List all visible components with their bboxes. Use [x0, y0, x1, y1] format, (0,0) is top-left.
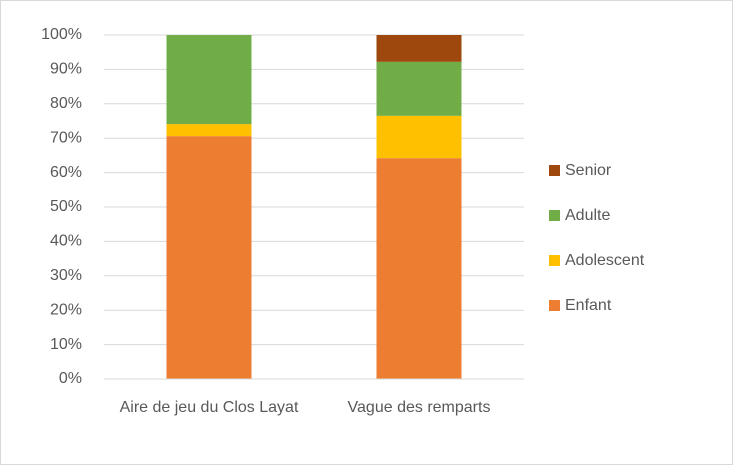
legend-swatch [549, 300, 560, 311]
legend-label: Senior [565, 162, 612, 179]
y-tick-label: 20% [50, 301, 82, 318]
legend-swatch [549, 210, 560, 221]
y-tick-label: 90% [50, 61, 82, 78]
y-tick-label: 30% [50, 267, 82, 284]
legend-label: Enfant [565, 297, 612, 314]
bar-segment [166, 136, 252, 379]
legend-swatch [549, 165, 560, 176]
y-tick-label: 80% [50, 95, 82, 112]
bar-segment [376, 115, 462, 159]
x-tick-label: Vague des remparts [347, 399, 491, 416]
y-tick-label: 0% [59, 370, 82, 387]
y-tick-label: 100% [41, 26, 82, 43]
x-tick-label: Aire de jeu du Clos Layat [119, 399, 299, 416]
legend-swatch [549, 255, 560, 266]
legend-label: Adulte [565, 207, 610, 224]
bar-segment [376, 61, 462, 116]
y-tick-label: 50% [50, 198, 82, 215]
legend-label: Adolescent [565, 252, 645, 269]
y-tick-label: 40% [50, 233, 82, 250]
bar-segment [166, 35, 252, 125]
y-tick-label: 60% [50, 164, 82, 181]
bar-segment [166, 124, 252, 137]
y-tick-label: 10% [50, 336, 82, 353]
bar-segment [376, 158, 462, 379]
bar-segment [376, 35, 462, 62]
y-tick-label: 70% [50, 129, 82, 146]
